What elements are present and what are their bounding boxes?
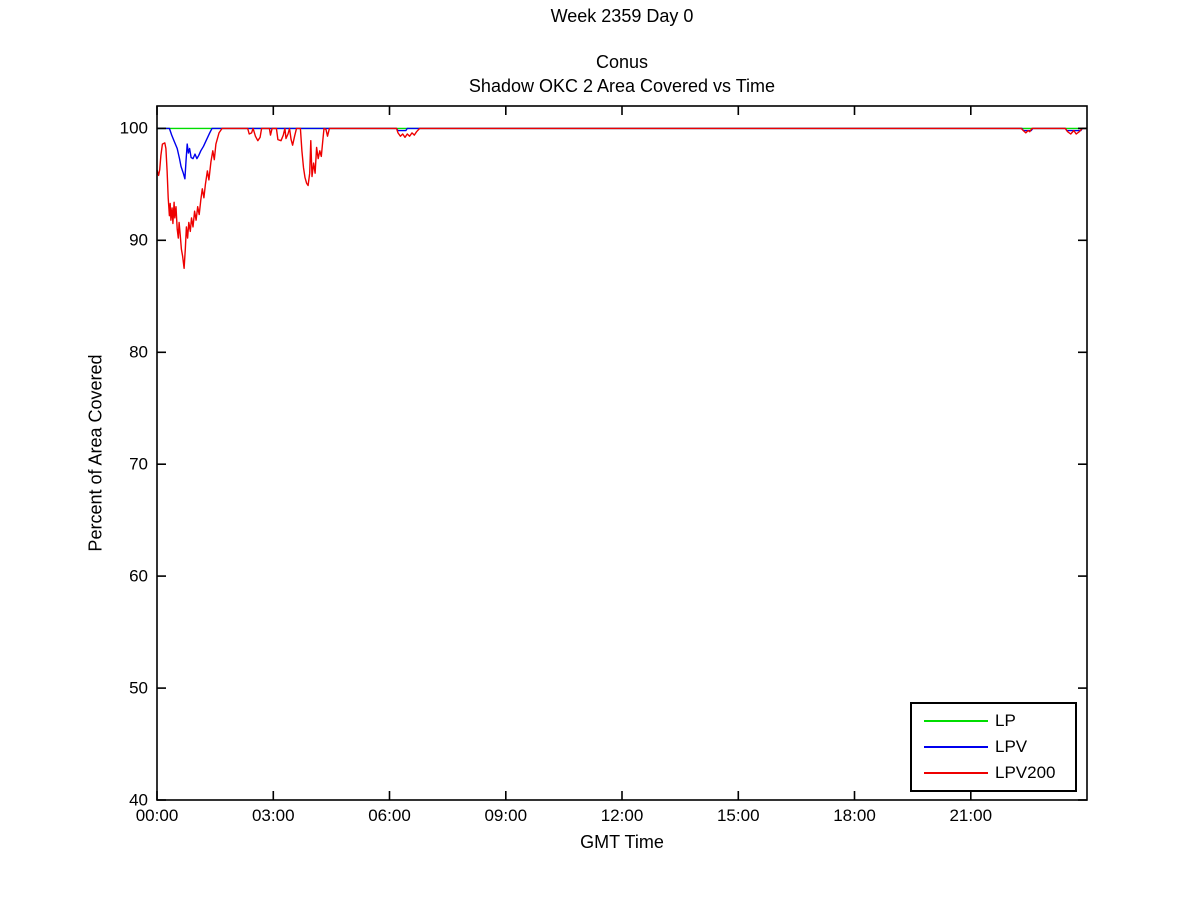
y-tick-label: 100: [119, 118, 148, 138]
x-tick-label: 18:00: [833, 806, 876, 825]
series-line-lpv200: [156, 127, 1087, 269]
x-tick-label: 00:00: [135, 806, 179, 825]
lp-line-swatch: [924, 720, 988, 722]
x-axis-label: GMT Time: [580, 832, 664, 852]
x-tick-label: 21:00: [949, 806, 993, 825]
axes-box: [156, 105, 1088, 801]
legend-item-lpv: LPV: [924, 737, 1075, 757]
y-tick-label: 60: [129, 566, 148, 586]
x-tick-label: 15:00: [716, 806, 760, 825]
legend-label-lpv: LPV: [995, 737, 1028, 756]
legend-item-lpv200: LPV200: [924, 763, 1075, 783]
legend-label-lp: LP: [995, 711, 1016, 730]
figure-suptitle: Week 2359 Day 0: [550, 6, 694, 26]
chart-title-line1: Conus: [595, 52, 649, 72]
chart-title: Conus Shadow OKC 2 Area Covered vs Time: [157, 50, 1087, 98]
legend-item-lp: LP: [924, 711, 1075, 731]
x-tick-label: 03:00: [251, 806, 295, 825]
y-tick-label: 40: [129, 790, 148, 810]
y-tick-label: 80: [129, 342, 148, 362]
legend-label-lpv200: LPV200: [995, 763, 1056, 782]
x-tick-label: 12:00: [600, 806, 644, 825]
y-tick-label: 50: [129, 678, 148, 698]
legend: LP LPV LPV200: [910, 702, 1077, 792]
y-tick-label: 90: [129, 230, 148, 250]
lpv200-line-swatch: [924, 772, 988, 774]
chart-title-line2: Shadow OKC 2 Area Covered vs Time: [468, 76, 776, 96]
y-tick-label: 70: [129, 454, 148, 474]
x-tick-label: 06:00: [368, 806, 411, 825]
series-line-lpv: [157, 127, 1087, 180]
x-tick-label: 09:00: [484, 806, 528, 825]
lpv-line-swatch: [924, 746, 988, 748]
